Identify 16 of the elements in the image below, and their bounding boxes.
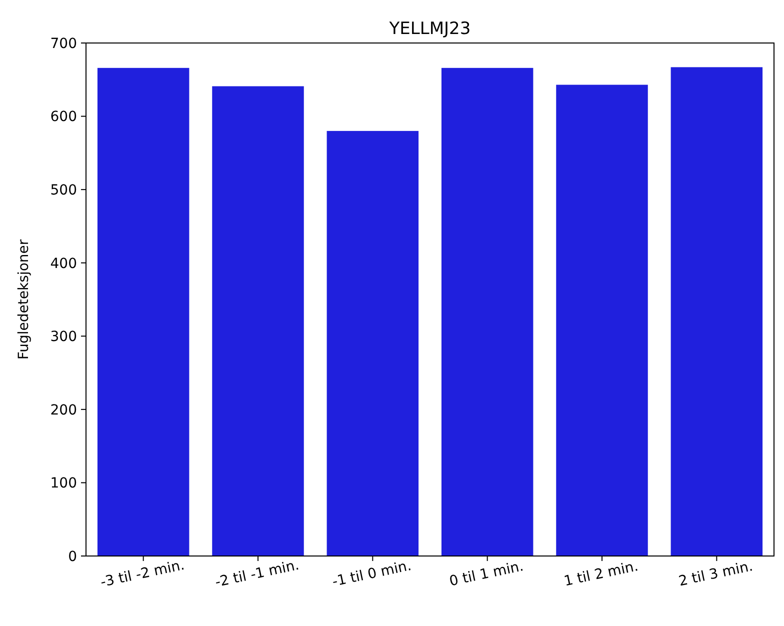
chart-title: YELLMJ23 xyxy=(388,19,471,39)
y-tick-label: 100 xyxy=(50,476,77,492)
y-tick-label: 0 xyxy=(68,548,77,565)
x-tick-label: -1 til 0 min. xyxy=(330,558,413,590)
x-tick-label: 0 til 1 min. xyxy=(448,558,525,590)
y-tick-label: 500 xyxy=(50,182,77,198)
y-tick-label: 700 xyxy=(50,36,77,52)
x-tick-label: -3 til -2 min. xyxy=(99,557,186,591)
y-tick-label: 600 xyxy=(50,109,77,126)
y-tick-label: 300 xyxy=(50,329,77,346)
x-tick-label: 2 til 3 min. xyxy=(677,558,754,590)
x-tick-label: 1 til 2 min. xyxy=(562,558,640,590)
y-axis-title: Fugledeteksjoner xyxy=(16,239,32,360)
y-tick-label: 200 xyxy=(50,402,77,418)
x-tick-label: -2 til -1 min. xyxy=(214,557,301,591)
y-tick-label: 400 xyxy=(50,256,77,272)
